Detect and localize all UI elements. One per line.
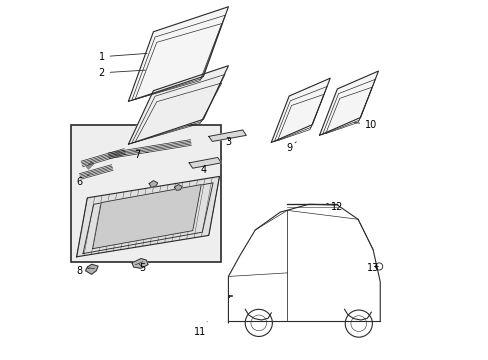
Text: 3: 3 <box>225 138 231 148</box>
Text: 11: 11 <box>193 321 207 337</box>
Polygon shape <box>208 130 246 141</box>
Text: 2: 2 <box>98 68 145 78</box>
Text: 8: 8 <box>76 266 89 276</box>
Polygon shape <box>319 71 378 135</box>
Text: 10: 10 <box>354 120 377 130</box>
Polygon shape <box>85 264 98 274</box>
Text: 6: 6 <box>76 175 89 187</box>
Polygon shape <box>132 258 148 268</box>
Polygon shape <box>93 185 201 249</box>
Polygon shape <box>174 185 182 190</box>
Text: 12: 12 <box>326 202 343 212</box>
Polygon shape <box>149 181 157 187</box>
Text: 5: 5 <box>139 262 145 273</box>
Text: 7: 7 <box>134 150 148 160</box>
Text: 1: 1 <box>99 52 147 62</box>
Polygon shape <box>189 157 221 168</box>
Polygon shape <box>77 176 219 257</box>
Text: 4: 4 <box>200 165 206 175</box>
Polygon shape <box>128 66 228 144</box>
Polygon shape <box>128 7 228 102</box>
Bar <box>71 125 221 262</box>
Text: 13: 13 <box>366 262 379 273</box>
Polygon shape <box>271 78 329 143</box>
Text: 9: 9 <box>285 142 296 153</box>
